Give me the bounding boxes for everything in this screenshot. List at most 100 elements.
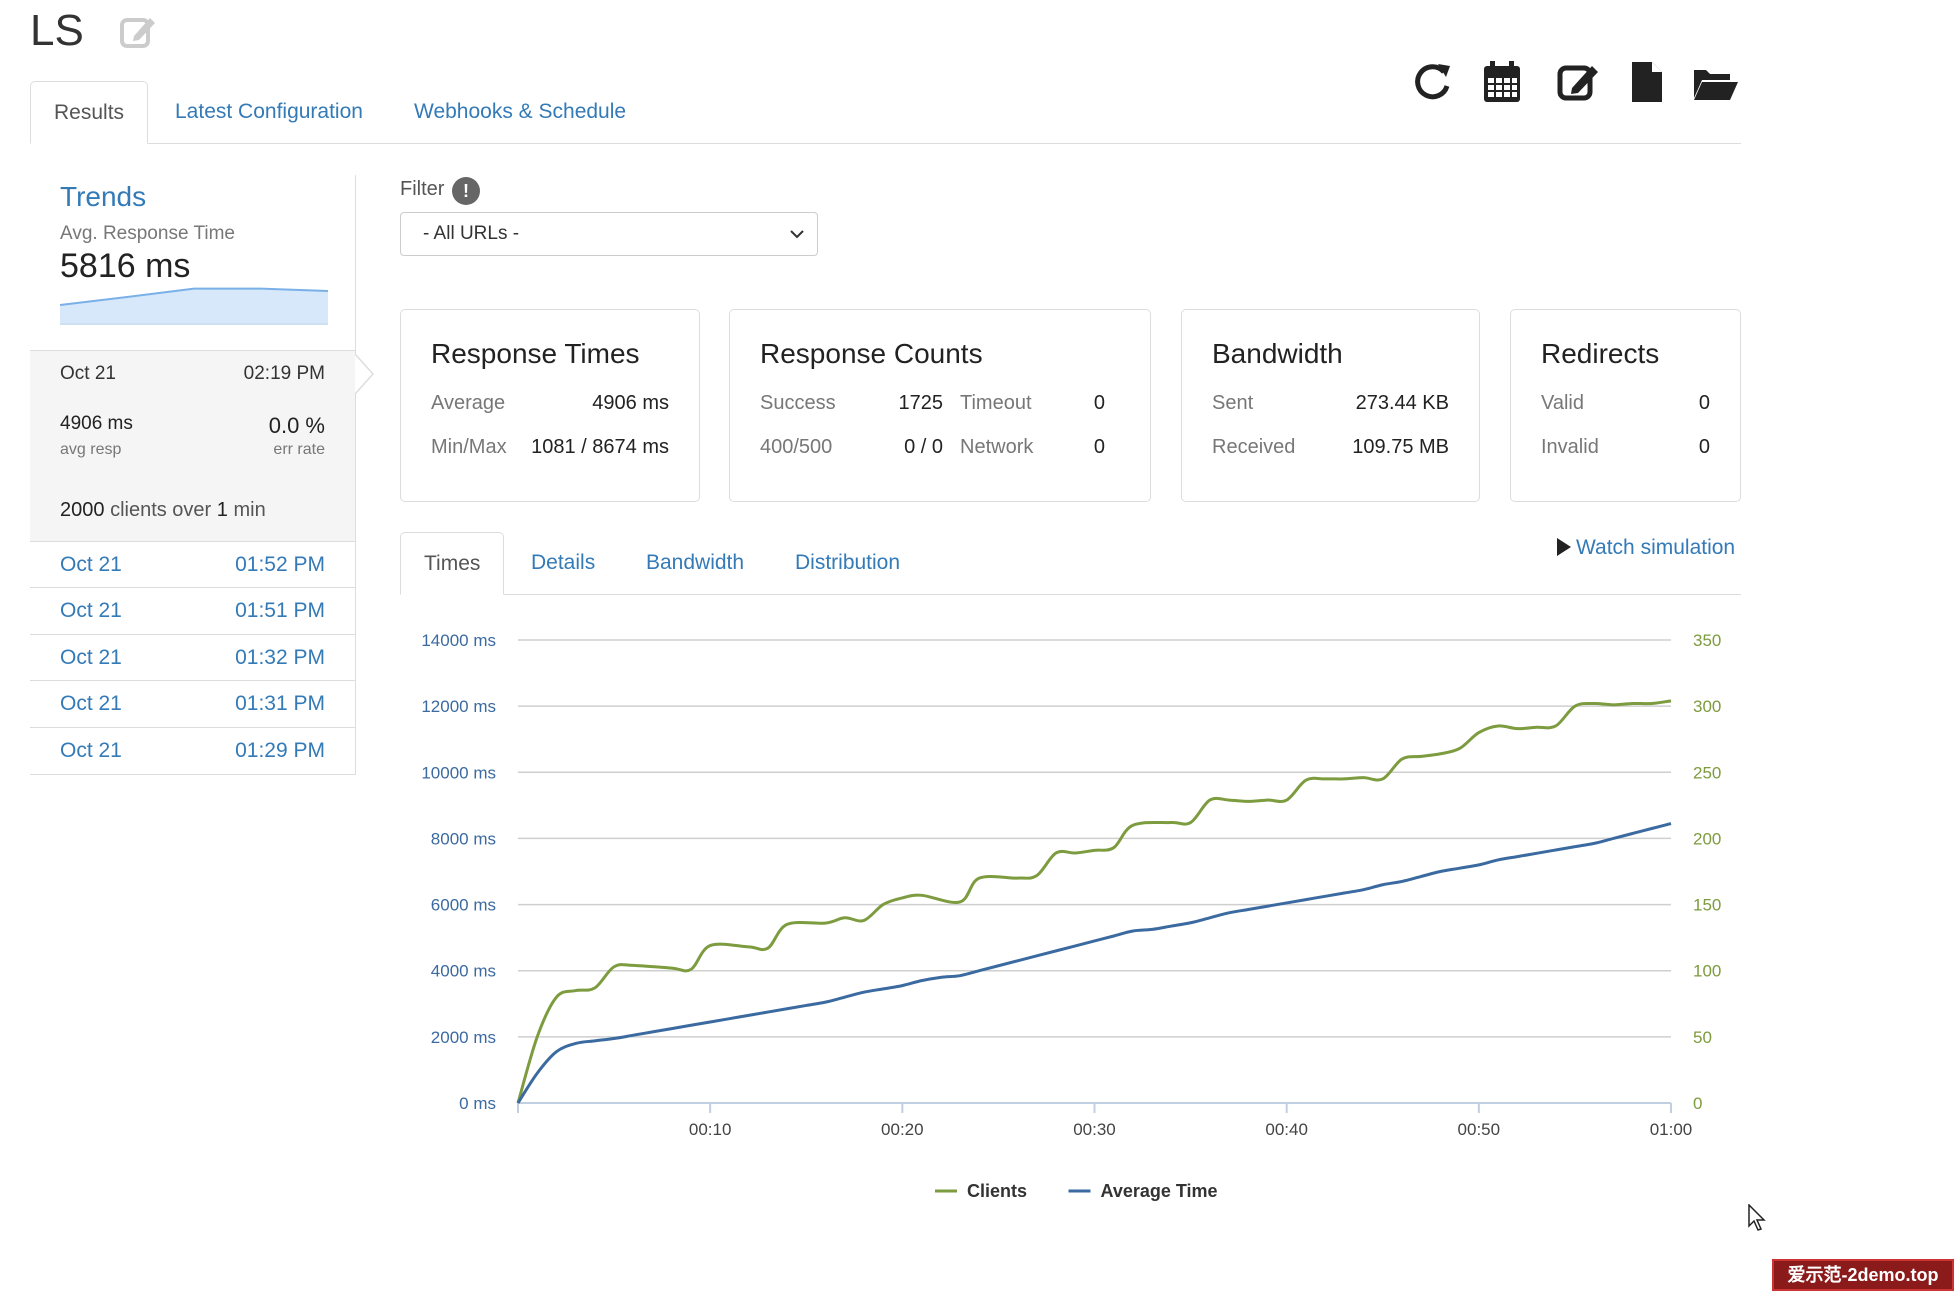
run-date: Oct 21: [60, 646, 122, 669]
err-rate-label: err rate: [273, 441, 325, 458]
trends-panel: Trends Avg. Response Time 5816 ms Oct 21…: [30, 175, 356, 775]
legend-label: Clients: [967, 1181, 1027, 1201]
tab-distribution[interactable]: Distribution: [795, 551, 901, 574]
run-time: 01:31 PM: [235, 692, 325, 715]
current-run-date: Oct 21: [60, 363, 116, 384]
page-title: LS: [30, 6, 84, 55]
trends-title[interactable]: Trends: [60, 181, 147, 212]
x-tick-label: 01:00: [1650, 1120, 1693, 1139]
run-row[interactable]: Oct 21 01:52 PM: [30, 541, 355, 588]
run-row[interactable]: Oct 21 01:31 PM: [30, 680, 355, 727]
run-time: 01:32 PM: [235, 646, 325, 669]
main-tabs: Results Latest Configuration Webhooks & …: [30, 81, 1741, 144]
run-time: 01:29 PM: [235, 739, 325, 762]
run-row[interactable]: Oct 21 01:51 PM: [30, 587, 355, 634]
y-right-tick-label: 200: [1693, 829, 1721, 848]
avg-resp-value: 4906 ms: [60, 413, 133, 434]
legend-label: Average Time: [1101, 1181, 1218, 1201]
y-left-tick-label: 0 ms: [459, 1094, 496, 1113]
file-icon[interactable]: [1622, 58, 1670, 106]
tab-bandwidth[interactable]: Bandwidth: [646, 551, 745, 574]
invalid-label: Invalid: [1541, 436, 1599, 458]
times-chart: 0 ms 0 2000 ms 50 4000 ms 100 6000 ms 150 8000 m…: [421, 631, 1721, 1201]
watch-simulation-link[interactable]: Watch simulation: [1556, 536, 1735, 560]
tab-times[interactable]: Times: [400, 532, 505, 595]
avg-response-value: 5816 ms: [60, 247, 191, 285]
run-row[interactable]: Oct 21 01:29 PM: [30, 727, 355, 775]
y-right-tick-label: 350: [1693, 631, 1721, 650]
tab-details[interactable]: Details: [531, 551, 596, 574]
series-line-average-time: [516, 822, 1672, 1104]
run-time: 01:51 PM: [235, 599, 325, 622]
calendar-icon[interactable]: [1478, 58, 1526, 106]
y-right-tick-label: 100: [1693, 962, 1721, 981]
play-icon: [1557, 538, 1571, 556]
tab-results[interactable]: Results: [30, 81, 149, 144]
current-run[interactable]: Oct 21 02:19 PM 4906 ms avg resp 0.0 % e…: [30, 350, 355, 542]
url-filter-select[interactable]: - All URLs -: [400, 212, 818, 256]
run-row[interactable]: Oct 21 01:32 PM: [30, 634, 355, 681]
run-date: Oct 21: [60, 739, 122, 762]
minmax-label: Min/Max: [431, 436, 507, 458]
avg-response-label: Avg. Response Time: [60, 223, 235, 244]
redirects-card: Redirects Valid 0 Invalid 0: [1510, 309, 1741, 502]
avg-resp-label: avg resp: [60, 441, 122, 458]
response-counts-card: Response Counts Success 1725 Timeout 0 4…: [729, 309, 1151, 502]
edit-icon[interactable]: [1554, 58, 1602, 106]
clients-label: clients over: [110, 499, 212, 521]
x-tick-label: 00:20: [881, 1120, 924, 1139]
network-value: 0: [1093, 436, 1105, 458]
y-left-tick-label: 6000 ms: [431, 896, 496, 915]
sent-label: Sent: [1212, 392, 1254, 414]
duration-value: 1: [216, 499, 228, 521]
watch-simulation-label: Watch simulation: [1576, 536, 1736, 559]
series-line-clients: [516, 699, 1672, 1104]
card-title: Bandwidth: [1212, 338, 1343, 369]
card-title: Redirects: [1541, 338, 1660, 369]
sparkline-line: [60, 287, 328, 306]
chart-tabs: Times Details Bandwidth Distribution: [400, 532, 1741, 595]
edit-title-icon[interactable]: [118, 12, 158, 52]
run-date: Oct 21: [60, 553, 122, 576]
average-value: 4906 ms: [592, 392, 669, 414]
refresh-icon[interactable]: [1408, 58, 1456, 106]
filter-help-icon[interactable]: !: [452, 177, 480, 205]
tab-webhooks-schedule[interactable]: Webhooks & Schedule: [414, 100, 627, 123]
invalid-value: 0: [1698, 436, 1710, 458]
run-time: 01:52 PM: [235, 553, 325, 576]
tab-latest-configuration[interactable]: Latest Configuration: [175, 100, 363, 123]
run-date: Oct 21: [60, 692, 122, 715]
y-left-tick-label: 14000 ms: [421, 631, 496, 650]
y-right-tick-label: 150: [1693, 896, 1721, 915]
sparkline-area: [60, 288, 328, 325]
current-run-time: 02:19 PM: [243, 363, 325, 384]
timeout-value: 0: [1093, 392, 1105, 414]
watermark-badge: 爱示范-2demo.top: [1772, 1259, 1954, 1291]
run-date: Oct 21: [60, 599, 122, 622]
chevron-down-icon: [790, 230, 804, 239]
error-400-500-label: 400/500: [760, 436, 833, 458]
y-right-tick-label: 50: [1693, 1028, 1712, 1047]
y-right-tick-label: 250: [1693, 763, 1721, 782]
x-tick-label: 00:10: [689, 1120, 732, 1139]
mouse-cursor-icon: [1748, 1204, 1766, 1231]
filter-label: Filter: [400, 178, 445, 200]
legend-item[interactable]: Average Time: [1068, 1181, 1218, 1201]
y-left-tick-label: 8000 ms: [431, 829, 496, 848]
sent-value: 273.44 KB: [1355, 392, 1449, 414]
valid-label: Valid: [1541, 392, 1584, 414]
response-times-card: Response Times Average 4906 ms Min/Max 1…: [400, 309, 700, 502]
url-filter-selected: - All URLs -: [423, 223, 520, 244]
selected-run-arrow-icon: [355, 354, 375, 394]
legend-item[interactable]: Clients: [935, 1181, 1027, 1201]
success-value: 1725: [898, 392, 944, 414]
clients-count: 2000: [60, 499, 105, 521]
success-label: Success: [760, 392, 836, 414]
err-rate-value: 0.0 %: [268, 413, 325, 438]
bandwidth-card: Bandwidth Sent 273.44 KB Received 109.75…: [1181, 309, 1480, 502]
folder-open-icon[interactable]: [1692, 58, 1740, 106]
y-left-tick-label: 2000 ms: [431, 1028, 496, 1047]
y-left-tick-label: 4000 ms: [431, 962, 496, 981]
y-right-tick-label: 0: [1693, 1094, 1702, 1113]
x-tick-label: 00:40: [1265, 1120, 1308, 1139]
